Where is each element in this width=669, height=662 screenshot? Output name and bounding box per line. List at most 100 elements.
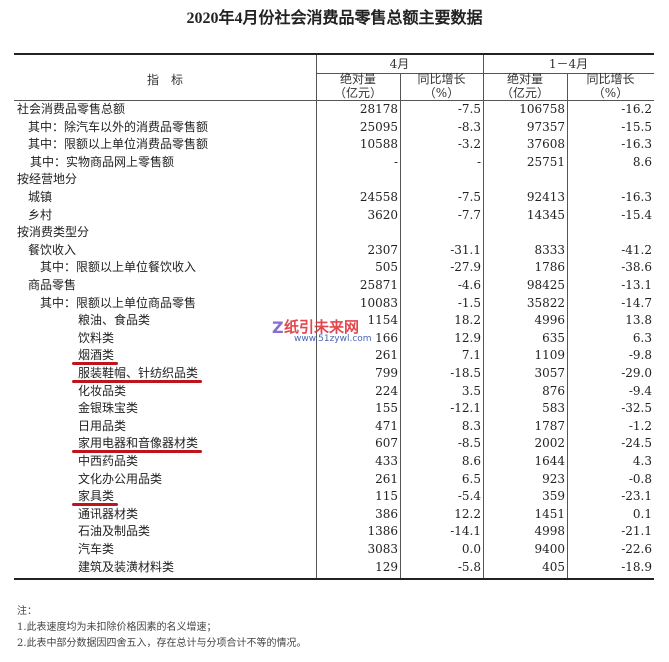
cell-ytd-yoy: -13.1 <box>621 278 652 292</box>
row-label: 社会消费品零售总额 <box>17 102 126 116</box>
cell-ytd: 4998 <box>534 524 565 539</box>
cell-ytd-yoy: -15.5 <box>621 119 652 134</box>
row-label: 家具类 <box>78 489 115 504</box>
row-label: 其中：实物商品网上零售额 <box>30 154 175 169</box>
row-label: 饮料类 <box>78 330 115 345</box>
table-row: 按经营地分 <box>14 171 654 189</box>
cell-ytd-yoy: -29.0 <box>621 366 652 380</box>
table-bottom-rule <box>14 578 654 581</box>
row-label: 石油及制品类 <box>78 524 151 539</box>
cell-ytd-yoy: -16.3 <box>621 137 652 152</box>
cell-apr: 10588 <box>359 137 398 152</box>
cell-apr: 115 <box>375 489 398 504</box>
header-yoy-unit: （%） <box>592 86 629 100</box>
cell-ytd: 92413 <box>526 190 565 204</box>
header-abs-ytd: 绝对量 （亿元） <box>483 72 567 100</box>
row-label: 其中：除汽车以外的消费品零售额 <box>28 119 209 134</box>
cell-apr-yoy: -4.6 <box>457 278 481 292</box>
cell-apr: 1154 <box>367 313 398 328</box>
cell-ytd: 9400 <box>534 542 565 556</box>
table-row: 商品零售 25871 -4.6 98425 -13.1 <box>14 277 654 295</box>
row-label: 烟酒类 <box>78 348 115 363</box>
cell-ytd: 359 <box>542 489 565 504</box>
cell-ytd-yoy: -41.2 <box>621 242 652 257</box>
header-bottom-rule <box>14 100 654 101</box>
watermark-z-icon: Z <box>272 318 284 337</box>
row-label: 乡村 <box>28 207 53 222</box>
cell-apr: 505 <box>375 260 398 275</box>
header-yoy-label: 同比增长 <box>586 72 635 86</box>
cell-apr-yoy: -5.8 <box>457 559 481 574</box>
table-row: 粮油、食品类 1154 18.2 4996 13.8 <box>14 312 654 330</box>
table-row: 家具类 115 -5.4 359 -23.1 <box>14 488 654 506</box>
row-label: 中西药品类 <box>78 454 139 468</box>
table-row: 按消费类型分 <box>14 224 654 242</box>
cell-apr-yoy: 7.1 <box>461 348 481 363</box>
cell-ytd: 97357 <box>526 119 565 134</box>
header-abs-april: 绝对量 （亿元） <box>316 72 400 100</box>
page-title: 2020年4月份社会消费品零售总额主要数据 <box>186 10 483 27</box>
table-row: 社会消费品零售总额 28178 -7.5 106758 -16.2 <box>14 101 654 119</box>
header-abs-unit: （亿元） <box>333 86 382 100</box>
table-row: 其中：限额以上单位商品零售 10083 -1.5 35822 -14.7 <box>14 295 654 313</box>
table-notes: 注： 1.此表速度均为未扣除价格因素的名义增速； 2.此表中部分数据因四舍五入，… <box>17 604 307 652</box>
cell-apr-yoy: -18.5 <box>450 366 481 380</box>
cell-apr: 24558 <box>359 190 398 204</box>
row-label: 按经营地分 <box>17 172 78 187</box>
cell-apr: 386 <box>375 506 398 521</box>
cell-apr-yoy: 12.2 <box>454 506 481 521</box>
table-top-rule <box>14 53 654 55</box>
table-row: 建筑及装潢材料类 129 -5.8 405 -18.9 <box>14 559 654 577</box>
cell-apr: - <box>393 154 398 169</box>
header-april: 4月 <box>389 57 410 71</box>
table-row: 服装鞋帽、针纺织品类 799 -18.5 3057 -29.0 <box>14 365 654 383</box>
cell-ytd: 876 <box>542 383 565 398</box>
cell-ytd-yoy: -15.4 <box>621 207 652 222</box>
row-label: 其中：限额以上单位消费品零售额 <box>28 137 209 152</box>
red-underline-mark <box>72 380 202 383</box>
cell-ytd-yoy: 6.3 <box>632 330 652 345</box>
row-label: 其中：限额以上单位商品零售 <box>40 295 197 310</box>
note-item: 2.此表中部分数据因四舍五入，存在总计与分项合计不等的情况。 <box>17 638 307 649</box>
cell-apr-yoy: -27.9 <box>450 260 481 275</box>
cell-ytd: 1109 <box>534 348 565 363</box>
cell-ytd-yoy: -38.6 <box>621 260 652 275</box>
cell-apr-yoy: -7.5 <box>457 102 481 116</box>
cell-ytd-yoy: -23.1 <box>621 489 652 504</box>
watermark-logo: Z 纸引未来网 www.51zywl.com <box>272 316 372 344</box>
cell-ytd-yoy: -1.2 <box>628 418 652 433</box>
cell-ytd-yoy: -32.5 <box>621 401 652 416</box>
table-row: 文化办公用品类 261 6.5 923 -0.8 <box>14 471 654 489</box>
cell-apr-yoy: -14.1 <box>450 524 481 539</box>
cell-apr: 3620 <box>367 207 398 222</box>
row-label: 服装鞋帽、针纺织品类 <box>78 366 199 380</box>
cell-ytd: 1644 <box>534 454 565 468</box>
column-divider <box>316 55 317 579</box>
table-row: 化妆品类 224 3.5 876 -9.4 <box>14 383 654 401</box>
row-label: 其中：限额以上单位餐饮收入 <box>40 260 197 275</box>
cell-ytd: 106758 <box>519 102 565 116</box>
cell-apr-yoy: -8.3 <box>457 119 481 134</box>
cell-apr-yoy: -8.5 <box>457 436 481 451</box>
cell-apr-yoy: 8.6 <box>461 454 481 468</box>
cell-apr-yoy: 6.5 <box>461 471 481 486</box>
cell-ytd: 923 <box>542 471 565 486</box>
header-divider <box>316 73 654 74</box>
table-row: 乡村 3620 -7.7 14345 -15.4 <box>14 207 654 225</box>
cell-ytd-yoy: -18.9 <box>621 559 652 574</box>
cell-ytd-yoy: 13.8 <box>625 313 652 328</box>
column-divider <box>400 74 401 579</box>
cell-apr: 433 <box>375 454 398 468</box>
row-label: 按消费类型分 <box>17 225 90 240</box>
cell-apr-yoy: - <box>476 154 481 169</box>
cell-ytd-yoy: -21.1 <box>621 524 652 539</box>
row-label: 文化办公用品类 <box>78 471 163 486</box>
table-row: 石油及制品类 1386 -14.1 4998 -21.1 <box>14 523 654 541</box>
table-row: 汽车类 3083 0.0 9400 -22.6 <box>14 541 654 559</box>
cell-ytd-yoy: -24.5 <box>621 436 652 451</box>
cell-apr: 224 <box>375 383 398 398</box>
table-row: 其中：限额以上单位餐饮收入 505 -27.9 1786 -38.6 <box>14 259 654 277</box>
cell-apr: 261 <box>375 348 398 363</box>
notes-heading: 注： <box>17 606 37 617</box>
cell-ytd: 583 <box>542 401 565 416</box>
